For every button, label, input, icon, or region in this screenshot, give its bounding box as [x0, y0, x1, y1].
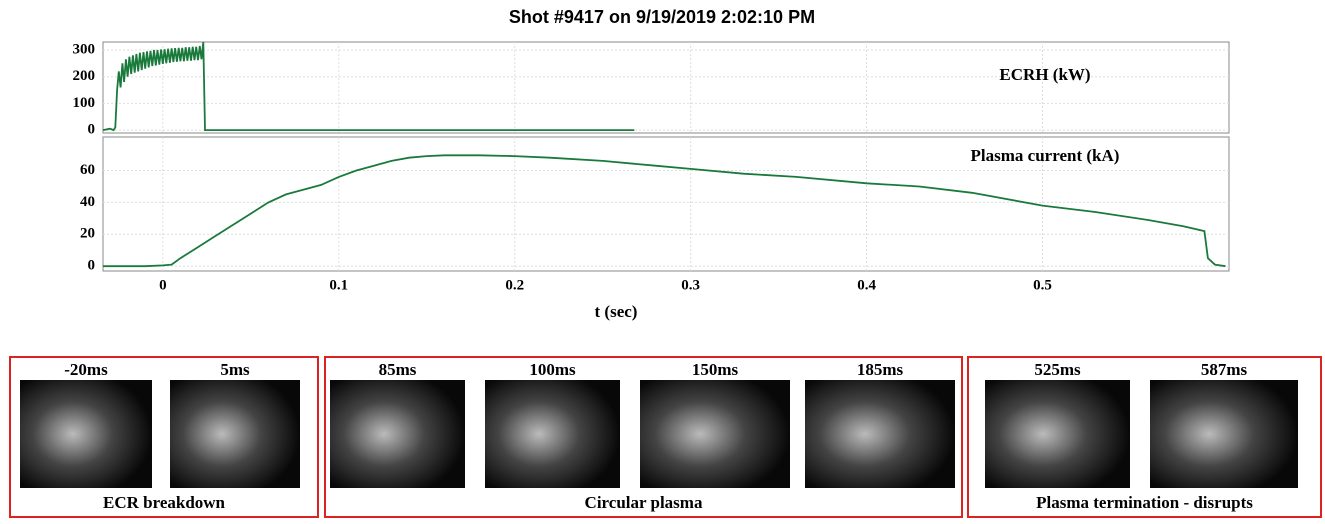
y-tick-label: 60 [80, 162, 95, 178]
frame-label: 5ms [220, 360, 250, 379]
plasma-image [20, 380, 152, 488]
group-caption: ECR breakdown [103, 493, 226, 512]
plasma-image [485, 380, 620, 488]
x-tick-label: 0.2 [505, 277, 524, 293]
image-group-box [324, 356, 963, 518]
title: Shot #9417 on 9/19/2019 2:02:10 PM [509, 7, 815, 27]
x-tick-label: 0.3 [681, 277, 700, 293]
image-group-box [967, 356, 1322, 518]
y-tick-label: 0 [88, 122, 96, 138]
plot-area [102, 41, 1230, 134]
y-tick-label: 40 [80, 194, 95, 210]
y-tick-label: 100 [73, 95, 96, 111]
image-group-box [9, 356, 319, 518]
x-tick-label: 0.4 [857, 277, 876, 293]
group-caption: Plasma termination - disrupts [1036, 493, 1253, 512]
y-tick-label: 0 [88, 258, 96, 274]
data-line [103, 154, 1226, 268]
frame-label: 185ms [857, 360, 904, 379]
x-tick-label: 0.5 [1033, 277, 1052, 293]
x-tick-label: 0 [159, 277, 167, 293]
plasma-image [330, 380, 465, 488]
plot-area [102, 136, 1230, 272]
y-tick-label: 20 [80, 226, 95, 242]
y-tick-label: 200 [73, 68, 96, 84]
panel-label: Plasma current (kA) [971, 146, 1120, 165]
frame-label: 150ms [692, 360, 739, 379]
frame-label: 100ms [529, 360, 576, 379]
plasma-image [170, 380, 300, 488]
plasma-image [805, 380, 955, 488]
x-axis-label: t (sec) [595, 302, 638, 321]
plasma-image [640, 380, 790, 488]
x-tick-label: 0.1 [329, 277, 348, 293]
y-tick-label: 300 [73, 41, 96, 57]
panel-label: ECRH (kW) [999, 65, 1090, 84]
frame-label: 525ms [1034, 360, 1081, 379]
plasma-image [1150, 380, 1298, 488]
frame-label: 85ms [379, 360, 417, 379]
plasma-image [985, 380, 1130, 488]
frame-label: 587ms [1201, 360, 1248, 379]
frame-label: -20ms [64, 360, 108, 379]
data-line [102, 41, 635, 132]
group-caption: Circular plasma [585, 493, 703, 512]
